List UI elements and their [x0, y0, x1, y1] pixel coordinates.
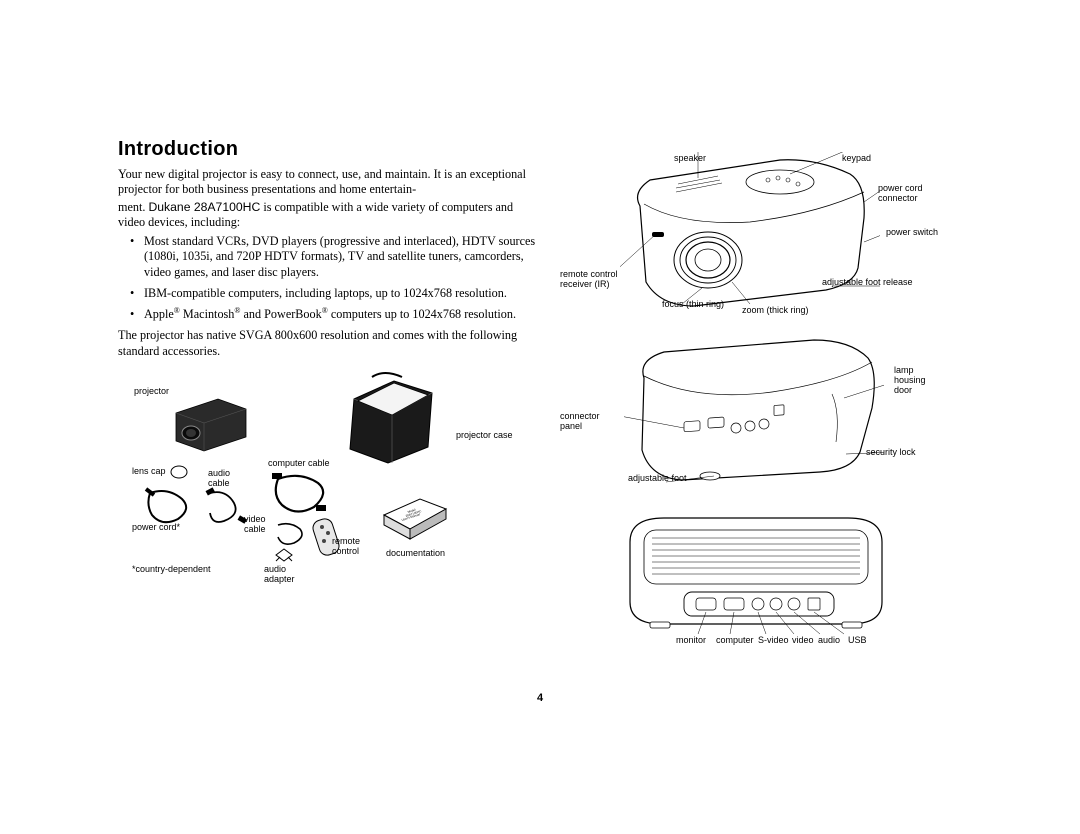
dlabel-power-cord-connector: power cord connector: [878, 184, 923, 204]
dlabel-usb: USB: [848, 636, 867, 646]
dlabel-keypad: keypad: [842, 154, 871, 164]
left-column: Introduction Your new digital projector …: [118, 138, 538, 617]
projector-front-diagram: [620, 152, 880, 312]
audio-adapter-icon: [274, 547, 294, 565]
lens-cap-icon: [170, 465, 188, 479]
dlabel-connector-panel: connector panel: [560, 412, 600, 432]
b3c: and PowerBook: [240, 307, 321, 321]
dlabel-adjustable-foot-release: adjustable foot release: [822, 278, 913, 288]
acc-label-projector: projector: [134, 387, 169, 397]
intro-paragraph-1: Your new digital projector is easy to co…: [118, 167, 538, 198]
intro2a: ment.: [118, 200, 148, 214]
projector-icon: [170, 393, 252, 455]
dlabel-adjustable-foot: adjustable foot: [628, 474, 687, 484]
acc-label-lens-cap: lens cap: [132, 467, 166, 477]
computer-cable-icon: [268, 469, 332, 519]
dlabel-remote-receiver: remote control receiver (IR): [560, 270, 618, 290]
projector-back-diagram: [624, 338, 884, 488]
intro-paragraph-3: The projector has native SVGA 800x600 re…: [118, 328, 538, 359]
compat-item-1: Most standard VCRs, DVD players (progres…: [144, 234, 538, 280]
dlabel-security-lock: security lock: [866, 448, 916, 458]
b3b: Macintosh: [180, 307, 235, 321]
dlabel-monitor: monitor: [676, 636, 706, 646]
accessories-diagram: projector projector case lens cap audio …: [118, 387, 538, 617]
documentation-icon: Model 28A7100HC User's Manual: [380, 493, 450, 547]
projector-rear-diagram: [616, 510, 896, 640]
dlabel-speaker: speaker: [674, 154, 706, 164]
compat-item-3: Apple® Macintosh® and PowerBook® compute…: [144, 307, 538, 322]
dlabel-power-switch: power switch: [886, 228, 938, 238]
document-page: Introduction Your new digital projector …: [0, 0, 1080, 834]
right-column: speaker keypad power cord connector powe…: [576, 142, 956, 662]
model-text: Dukane 28A7100HC: [148, 200, 260, 214]
dlabel-focus: focus (thin ring): [662, 300, 724, 310]
compat-list: Most standard VCRs, DVD players (progres…: [118, 234, 538, 322]
acc-label-computer-cable: computer cable: [268, 459, 330, 469]
page-number: 4: [0, 692, 1080, 704]
dlabel-video: video: [792, 636, 814, 646]
acc-label-video-cable: video cable: [244, 515, 266, 535]
case-icon: [336, 371, 446, 467]
dlabel-computer: computer: [716, 636, 754, 646]
dlabel-audio: audio: [818, 636, 840, 646]
dlabel-zoom: zoom (thick ring): [742, 306, 809, 316]
power-cord-icon: [142, 485, 198, 529]
video-cable-icon: [272, 521, 306, 547]
compat-item-2: IBM-compatible computers, including lapt…: [144, 286, 538, 301]
acc-label-audio-cable: audio cable: [208, 469, 230, 489]
intro-paragraph-2: ment. Dukane 28A7100HC is compatible wit…: [118, 200, 538, 231]
acc-label-country-dependent: *country-dependent: [132, 565, 211, 575]
dlabel-svideo: S-video: [758, 636, 789, 646]
acc-label-documentation: documentation: [386, 549, 445, 559]
page-heading: Introduction: [118, 138, 538, 161]
acc-label-audio-adapter: audio adapter: [264, 565, 295, 585]
b3a: Apple: [144, 307, 174, 321]
dlabel-lamp-housing-door: lamp housing door: [894, 366, 926, 396]
b3d: computers up to 1024x768 resolution.: [328, 307, 516, 321]
acc-label-remote: remote control: [332, 537, 360, 557]
diagram-stack: speaker keypad power cord connector powe…: [576, 142, 956, 662]
acc-label-projector-case: projector case: [456, 431, 513, 441]
